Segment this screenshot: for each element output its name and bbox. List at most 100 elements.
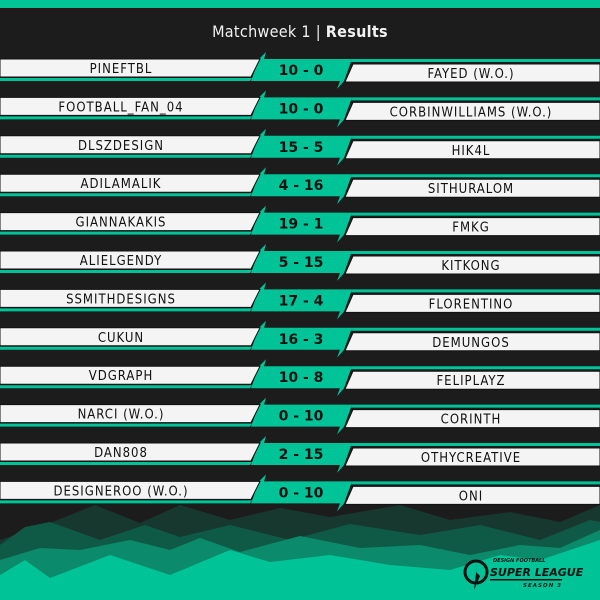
home-bar bbox=[0, 250, 261, 270]
mountain-decoration bbox=[0, 505, 600, 600]
away-overline bbox=[351, 289, 600, 293]
match-score: 10 - 0 bbox=[279, 101, 324, 117]
home-underline bbox=[0, 500, 252, 504]
away-overline bbox=[351, 481, 600, 485]
match-score: 2 - 15 bbox=[279, 447, 324, 463]
away-bar bbox=[344, 447, 600, 467]
home-underline bbox=[0, 78, 252, 81]
match-row: PINEFTBL 10 - 0 FAYED (W.O.) bbox=[0, 52, 600, 89]
home-bar bbox=[0, 480, 261, 500]
match-score: 16 - 3 bbox=[279, 332, 324, 348]
away-bar bbox=[344, 178, 600, 198]
home-bar bbox=[0, 173, 261, 193]
home-team: ADILAMALIK bbox=[81, 177, 162, 192]
home-bar bbox=[0, 327, 261, 347]
away-team: CORINTH bbox=[441, 413, 502, 428]
home-bar bbox=[0, 442, 261, 462]
away-team: FELIPLAYZ bbox=[436, 374, 505, 389]
match-score: 10 - 0 bbox=[279, 63, 324, 79]
score-block bbox=[251, 320, 352, 358]
away-bar bbox=[344, 370, 600, 390]
away-team: FMKG bbox=[452, 221, 490, 236]
away-bar bbox=[344, 293, 600, 313]
away-bar bbox=[344, 101, 600, 121]
home-underline bbox=[0, 154, 252, 158]
match-score: 0 - 10 bbox=[279, 409, 324, 425]
super-league-logo: DESIGN FOOTBALL SUPER LEAGUE SEASON 3 bbox=[463, 556, 584, 590]
home-team: PINEFTBL bbox=[90, 62, 153, 77]
away-overline bbox=[351, 251, 600, 254]
match-score: 15 - 5 bbox=[279, 140, 324, 156]
away-bar bbox=[344, 63, 600, 83]
away-overline bbox=[351, 212, 600, 216]
away-bar bbox=[344, 409, 600, 429]
match-row: VDGRAPH 10 - 8 FELIPLAYZ bbox=[0, 359, 600, 397]
match-row: ALIELGENDY 5 - 15 KITKONG bbox=[0, 244, 600, 281]
title-results: Results bbox=[325, 22, 388, 41]
home-underline bbox=[0, 270, 252, 273]
score-block bbox=[251, 397, 352, 435]
away-overline bbox=[351, 135, 600, 139]
score-block bbox=[251, 205, 352, 243]
home-team: DLSZDESIGN bbox=[78, 139, 164, 154]
match-row: GIANNAKAKIS 19 - 1 FMKG bbox=[0, 205, 600, 243]
match-row: DLSZDESIGN 15 - 5 HIK4L bbox=[0, 128, 600, 166]
score-block bbox=[251, 90, 352, 128]
home-bar bbox=[0, 96, 261, 116]
home-underline bbox=[0, 462, 252, 465]
away-bar bbox=[344, 485, 600, 505]
away-overline bbox=[351, 174, 600, 178]
home-team: CUKUN bbox=[98, 331, 144, 346]
away-overline bbox=[351, 327, 600, 331]
away-bar bbox=[344, 332, 600, 352]
home-team: FOOTBALL_FAN_04 bbox=[58, 100, 183, 115]
home-team: ALIELGENDY bbox=[80, 254, 163, 269]
away-team: OTHYCREATIVE bbox=[421, 451, 521, 466]
home-bar bbox=[0, 404, 261, 424]
away-team: DEMUNGOS bbox=[432, 336, 510, 351]
away-team: SITHURALOM bbox=[428, 182, 514, 197]
match-row: SSMITHDESIGNS 17 - 4 FLORENTINO bbox=[0, 282, 600, 320]
away-bar bbox=[344, 217, 600, 237]
away-team: HIK4L bbox=[452, 144, 491, 159]
match-row: DAN808 2 - 15 OTHYCREATIVE bbox=[0, 436, 600, 473]
home-bar bbox=[0, 288, 261, 308]
title-matchweek: Matchweek 1 bbox=[212, 22, 311, 41]
away-team: CORBINWILLIAMS (W.O.) bbox=[390, 105, 553, 120]
home-underline bbox=[0, 193, 252, 197]
away-overline bbox=[351, 443, 600, 446]
home-team: SSMITHDESIGNS bbox=[66, 292, 176, 307]
home-underline bbox=[0, 308, 252, 312]
svg-text:SEASON 3: SEASON 3 bbox=[523, 583, 562, 589]
match-row: ADILAMALIK 4 - 16 SITHURALOM bbox=[0, 167, 600, 205]
away-overline bbox=[351, 97, 600, 101]
home-underline bbox=[0, 231, 252, 235]
home-team: VDGRAPH bbox=[89, 369, 154, 384]
away-team: ONI bbox=[459, 489, 483, 504]
score-block bbox=[251, 244, 352, 281]
match-score: 10 - 8 bbox=[279, 370, 324, 386]
away-overline bbox=[351, 404, 600, 408]
home-underline bbox=[0, 116, 252, 120]
home-team: GIANNAKAKIS bbox=[76, 216, 167, 231]
match-row: NARCI (W.O.) 0 - 10 CORINTH bbox=[0, 397, 600, 435]
score-block bbox=[251, 474, 352, 512]
home-bar bbox=[0, 58, 261, 78]
page-title: Matchweek 1 | Results bbox=[0, 22, 600, 41]
match-score: 4 - 16 bbox=[279, 178, 324, 194]
home-bar bbox=[0, 212, 261, 232]
match-row: CUKUN 16 - 3 DEMUNGOS bbox=[0, 320, 600, 358]
home-team: NARCI (W.O.) bbox=[78, 408, 165, 423]
match-row: DESIGNEROO (W.O.) 0 - 10 ONI bbox=[0, 474, 600, 512]
score-block bbox=[251, 359, 352, 397]
svg-text:SUPER LEAGUE: SUPER LEAGUE bbox=[490, 566, 584, 579]
title-separator: | bbox=[315, 22, 321, 41]
match-score: 0 - 10 bbox=[279, 485, 324, 501]
match-score: 5 - 15 bbox=[279, 255, 324, 271]
home-bar bbox=[0, 365, 261, 385]
away-overline bbox=[351, 59, 600, 62]
home-underline bbox=[0, 346, 252, 350]
home-bar bbox=[0, 135, 261, 155]
match-row: FOOTBALL_FAN_04 10 - 0 CORBINWILLIAMS (W.O… bbox=[0, 90, 600, 128]
score-block bbox=[251, 128, 352, 166]
